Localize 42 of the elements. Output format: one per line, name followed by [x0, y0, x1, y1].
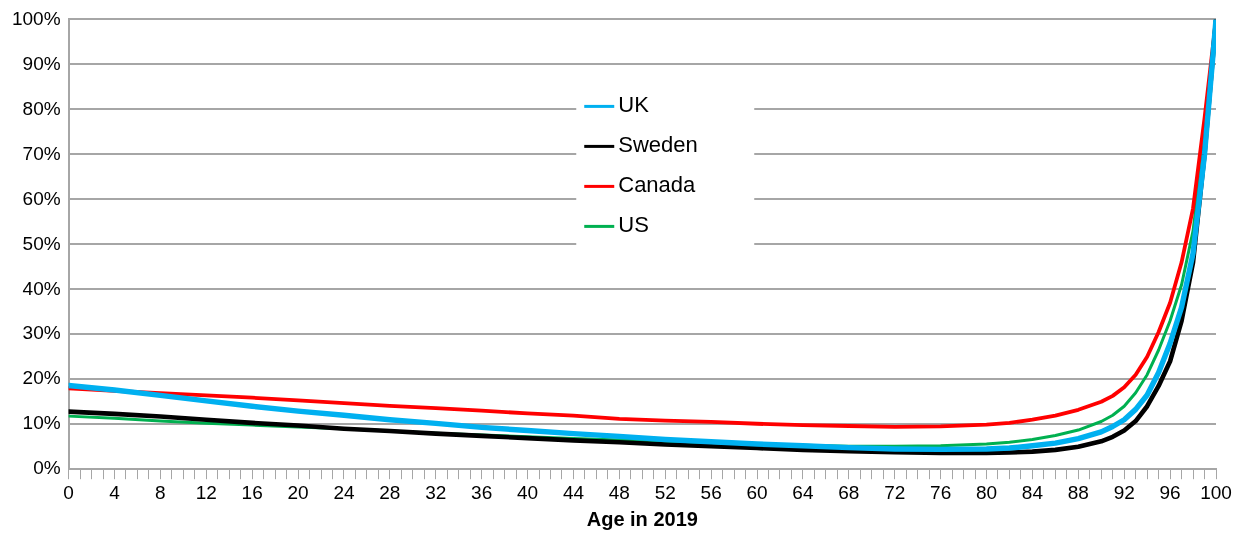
x-tick-label: 96 [1159, 481, 1181, 503]
y-tick-label: 70% [22, 142, 61, 164]
legend-label: US [618, 212, 649, 238]
x-tick-label: 68 [838, 481, 860, 503]
legend-label: Canada [618, 172, 697, 198]
x-tick-label: 80 [975, 481, 998, 503]
x-tick-label: 56 [700, 481, 722, 503]
x-tick-label: 40 [516, 481, 539, 503]
x-tick-label: 76 [930, 481, 952, 503]
x-tick-label: 24 [333, 481, 355, 503]
y-tick-label: 30% [22, 322, 61, 344]
y-tick-label: 80% [22, 97, 61, 119]
legend-label: Sweden [618, 132, 698, 158]
x-tick-label: 64 [792, 481, 814, 503]
x-tick-label: 100 [1200, 481, 1232, 503]
x-tick-label: 12 [195, 481, 217, 503]
x-tick-label: 20 [287, 481, 309, 503]
x-tick-label: 8 [155, 481, 166, 503]
x-tick-label: 28 [379, 481, 401, 503]
y-tick-label: 60% [22, 187, 61, 209]
x-tick-label: 72 [884, 481, 906, 503]
x-tick-label: 36 [471, 481, 493, 503]
y-tick-label: 10% [22, 412, 61, 434]
x-tick-label: 52 [654, 481, 676, 503]
x-axis-title: Age in 2019 [586, 507, 698, 530]
y-tick-label: 90% [22, 52, 61, 74]
x-tick-label: 4 [109, 481, 121, 503]
x-tick-label: 48 [608, 481, 630, 503]
y-tick-label: 100% [11, 7, 61, 29]
y-tick-label: 40% [22, 277, 61, 299]
x-tick-label: 0 [63, 481, 74, 503]
legend-label: UK [618, 92, 650, 118]
y-tick-label: 0% [33, 457, 61, 479]
x-tick-label: 88 [1067, 481, 1089, 503]
y-tick-label: 20% [22, 367, 61, 389]
x-tick-label: 44 [562, 481, 585, 503]
x-tick-label: 16 [241, 481, 263, 503]
y-tick-label: 50% [22, 232, 61, 254]
x-tick-label: 32 [425, 481, 447, 503]
x-tick-label: 92 [1113, 481, 1135, 503]
x-tick-label: 60 [746, 481, 768, 503]
x-tick-label: 84 [1021, 481, 1044, 503]
